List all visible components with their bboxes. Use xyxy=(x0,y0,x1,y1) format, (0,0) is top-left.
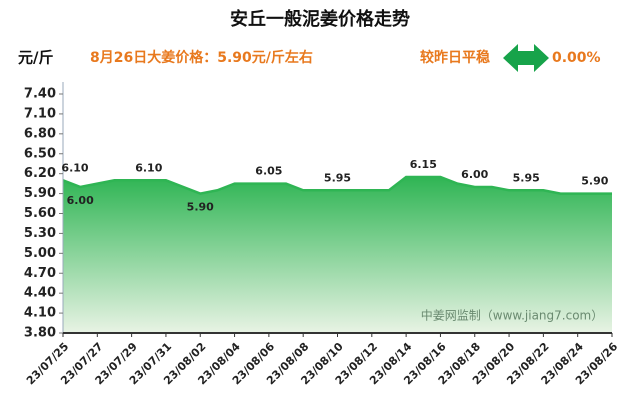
y-tick-label: 4.70 xyxy=(24,266,56,281)
subtitle: 8月26日大姜价格：5.90元/斤左右 xyxy=(90,49,313,66)
y-tick-label: 5.90 xyxy=(24,186,56,201)
area xyxy=(63,176,612,333)
change: 0.00% xyxy=(552,50,601,66)
value-label: 6.00 xyxy=(461,168,488,181)
y-tick-label: 4.40 xyxy=(24,286,56,301)
chart-title: 安丘一般泥姜价格走势 xyxy=(230,8,410,30)
y-tick-label: 5.60 xyxy=(24,206,56,221)
y-tick-label: 5.00 xyxy=(24,246,56,261)
value-label: 5.95 xyxy=(513,171,540,184)
value-label: 5.95 xyxy=(324,171,351,184)
y-tick-label: 4.10 xyxy=(24,306,56,321)
y-label: 元/斤 xyxy=(18,49,53,67)
value-label: 6.10 xyxy=(135,161,162,174)
line xyxy=(62,175,612,195)
y-tick-label: 6.80 xyxy=(24,126,56,141)
y-tick-label: 6.20 xyxy=(24,166,56,181)
y-tick-label: 6.50 xyxy=(24,146,56,161)
compare-label: 较昨日平稳 xyxy=(420,49,490,66)
y-tick-label: 7.10 xyxy=(24,106,56,121)
flat-arrow xyxy=(503,44,549,72)
y-tick-label: 5.30 xyxy=(24,226,56,241)
value-label: 5.90 xyxy=(581,175,608,188)
value-label: 6.00 xyxy=(67,194,94,207)
value-label: 6.05 xyxy=(255,165,282,178)
value-label: 6.10 xyxy=(61,161,88,174)
value-label: 6.15 xyxy=(410,158,437,171)
watermark: 中姜网监制（www.jiang7.com） xyxy=(421,308,603,323)
value-label: 5.90 xyxy=(187,201,214,214)
y-tick-label: 3.80 xyxy=(24,326,56,341)
y-tick-label: 7.40 xyxy=(24,87,56,102)
